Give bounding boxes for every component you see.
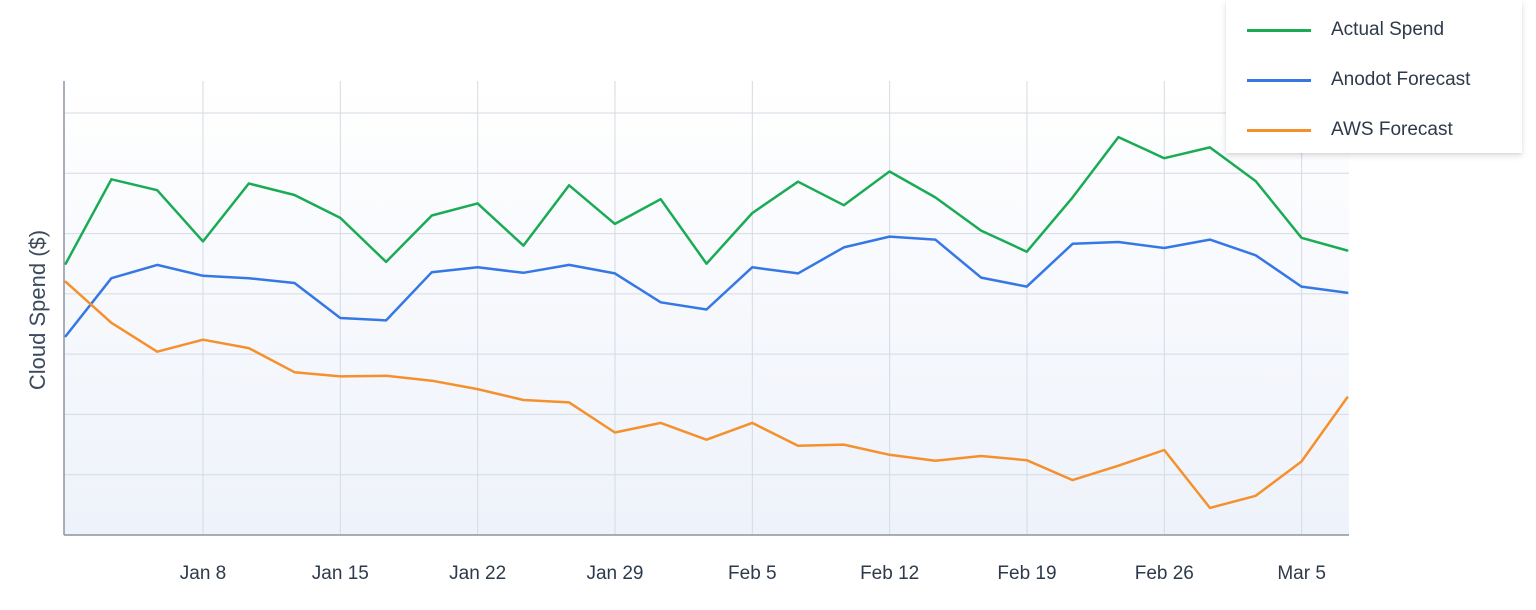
x-tick-labels: Jan 8 Jan 15 Jan 22 Jan 29 Feb 5 Feb 12 Feb 19…	[180, 563, 1326, 584]
x-tick-label: Jan 22	[449, 563, 506, 584]
series-line-actual-spend	[64, 135, 1349, 265]
x-tick-label: Jan 29	[586, 563, 643, 584]
x-tick-label: Feb 26	[1135, 563, 1194, 584]
legend-swatch-aws-forecast	[1247, 129, 1311, 132]
legend-label-anodot-forecast: Anodot Forecast	[1331, 69, 1471, 90]
x-tick-label: Jan 15	[312, 563, 369, 584]
x-tick-label: Feb 12	[860, 563, 919, 584]
y-axis-label: Cloud Spend ($)	[25, 229, 50, 391]
x-tick-label: Mar 5	[1277, 563, 1326, 584]
legend-item-anodot-forecast[interactable]: Anodot Forecast	[1226, 68, 1522, 92]
series-line-anodot-forecast	[64, 235, 1349, 338]
legend-label-actual-spend: Actual Spend	[1331, 19, 1445, 40]
vertical-gridlines	[202, 81, 1303, 535]
legend-label-aws-forecast: AWS Forecast	[1331, 119, 1453, 140]
legend-item-actual-spend[interactable]: Actual Spend	[1226, 18, 1522, 42]
legend: Actual Spend Anodot Forecast AWS Forecas…	[1226, 0, 1522, 153]
series-line-aws-forecast	[64, 280, 1349, 510]
legend-item-aws-forecast[interactable]: AWS Forecast	[1226, 118, 1522, 142]
x-tick-label: Jan 8	[180, 563, 226, 584]
x-tick-label: Feb 19	[997, 563, 1056, 584]
horizontal-gridlines	[64, 112, 1349, 476]
x-tick-label: Feb 5	[728, 563, 777, 584]
legend-swatch-actual-spend	[1247, 29, 1311, 32]
legend-swatch-anodot-forecast	[1247, 79, 1311, 82]
